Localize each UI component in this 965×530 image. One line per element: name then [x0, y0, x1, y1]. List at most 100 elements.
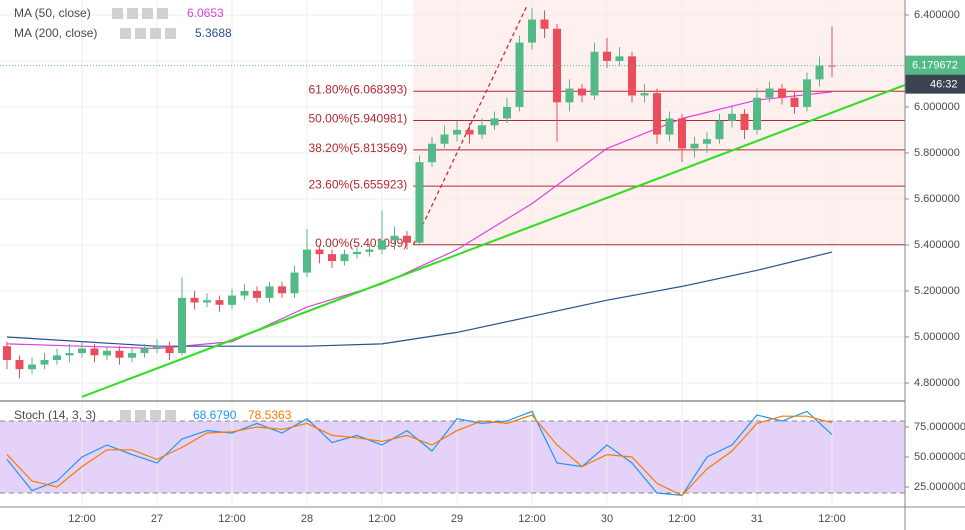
y-tick-label: 5.200000	[914, 285, 960, 297]
candle-body	[778, 88, 786, 98]
projection	[412, 5, 528, 245]
legend-icon	[165, 28, 176, 39]
candle-body	[653, 93, 661, 135]
candle-body	[40, 359, 49, 365]
candle-body	[165, 346, 174, 354]
candle-body	[478, 125, 486, 135]
candle-body	[265, 286, 274, 298]
candle-body	[315, 249, 324, 255]
x-tick-label: 12:00	[668, 513, 696, 525]
candle-body	[28, 364, 36, 370]
candle-body	[65, 353, 74, 356]
candle-body	[640, 93, 649, 96]
y-tick-label: 4.800000	[914, 377, 960, 389]
candle-body	[390, 235, 399, 241]
price-label: 6.179672	[912, 60, 958, 72]
x-tick-label: 28	[301, 513, 313, 525]
candle-body	[628, 56, 636, 96]
candle-body	[303, 249, 311, 273]
candle-body	[665, 118, 674, 135]
legend-value: 5.3688	[195, 26, 232, 40]
candle-body	[378, 240, 386, 250]
candle-body	[453, 129, 461, 135]
legend-icon	[135, 28, 146, 39]
y-tick-label: 6.000000	[914, 101, 960, 113]
legend-icon	[150, 28, 161, 39]
candle-body	[3, 346, 11, 360]
candle-body	[178, 297, 186, 354]
candle-body	[153, 346, 161, 349]
x-tick-label: 27	[151, 513, 163, 525]
candle-body	[528, 19, 536, 43]
fib-label: 50.00%(5.940981)	[309, 112, 408, 126]
y-tick-label: 25.000000	[914, 481, 965, 493]
candle-body	[128, 353, 136, 358]
candle-body	[678, 118, 686, 149]
legend-icon	[112, 8, 123, 19]
x-tick-label: 29	[451, 513, 463, 525]
fib-label: 38.20%(5.813569)	[309, 141, 408, 155]
legend-icon	[127, 8, 138, 19]
candle-body	[90, 348, 99, 356]
legend-icon	[150, 410, 161, 421]
candle-body	[565, 88, 574, 103]
candle-body	[765, 88, 774, 98]
candle-body	[490, 118, 499, 126]
price-label-box	[905, 55, 965, 75]
candle-body	[553, 28, 561, 103]
legend-icon	[120, 410, 131, 421]
countdown: 46:32	[930, 79, 958, 91]
stoch-band	[0, 420, 905, 493]
legend-icon	[135, 410, 146, 421]
x-tick-label: 12:00	[368, 513, 396, 525]
candle-body	[240, 290, 249, 296]
x-tick-label: 31	[751, 513, 763, 525]
y-tick-label: 5.000000	[914, 331, 960, 343]
candle-body	[465, 129, 474, 135]
candle-body	[603, 51, 611, 61]
candle-body	[503, 106, 511, 119]
candle-body	[728, 113, 736, 121]
fib-label: 61.80%(6.068393)	[309, 82, 408, 96]
candle-body	[753, 97, 761, 130]
y-tick-label: 5.800000	[914, 147, 960, 159]
candle-body	[428, 143, 436, 163]
countdown-box	[905, 74, 965, 94]
y-tick-label: 6.400000	[914, 9, 960, 21]
candle-body	[115, 350, 124, 358]
legend-icon	[165, 410, 176, 421]
candle-body	[415, 162, 424, 243]
candle-body	[828, 65, 836, 67]
legend-icon	[120, 28, 131, 39]
x-tick-label: 12:00	[518, 513, 546, 525]
legend-name: MA (200, close)	[14, 26, 97, 40]
y-tick-label: 75.000000	[914, 421, 965, 433]
candle-body	[365, 249, 374, 252]
candle-body	[328, 254, 336, 262]
candle-body	[278, 286, 286, 294]
y-tick-label: 5.600000	[914, 193, 960, 205]
x-tick-label: 12:00	[218, 513, 246, 525]
candle-body	[253, 290, 261, 298]
candle-body	[440, 134, 449, 144]
x-tick-label: 12:00	[68, 513, 96, 525]
candle-body	[103, 350, 111, 356]
candle-body	[353, 251, 361, 255]
candle-body	[228, 295, 236, 305]
legend-value: 6.0653	[187, 6, 224, 20]
candle-body	[15, 359, 24, 370]
candle-body	[403, 235, 411, 243]
candle-body	[515, 42, 524, 107]
stoch-title: Stoch (14, 3, 3)	[14, 408, 96, 422]
candle-body	[703, 139, 711, 144]
candle-body	[590, 51, 599, 96]
candle-body	[78, 348, 86, 354]
y-tick-label: 5.400000	[914, 239, 960, 251]
y-tick-label: 50.000000	[914, 451, 965, 463]
x-tick-label: 30	[601, 513, 613, 525]
legend-name: MA (50, close)	[14, 6, 91, 20]
candle-body	[215, 300, 224, 305]
candle-body	[790, 97, 799, 107]
candle-body	[803, 79, 811, 107]
